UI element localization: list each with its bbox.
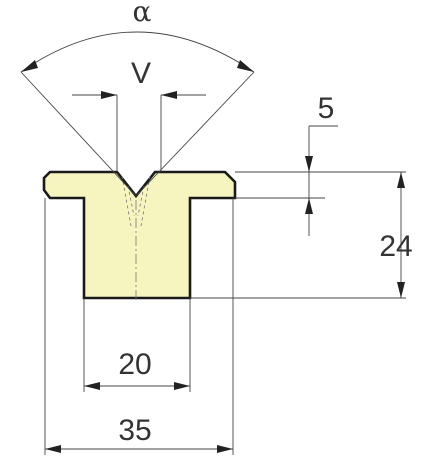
base-width-label: 20 xyxy=(118,348,151,381)
height-label: 24 xyxy=(379,230,412,263)
top-width-dimension xyxy=(44,198,234,455)
height-dimension xyxy=(190,172,406,299)
v-opening-dimension xyxy=(72,91,206,172)
depth-label: 5 xyxy=(318,92,335,125)
die-hidden-lines xyxy=(121,175,151,227)
angle-dimension xyxy=(20,31,255,197)
base-width-dimension xyxy=(83,298,191,392)
v-opening-label: V xyxy=(131,57,151,90)
depth-dimension xyxy=(235,125,406,236)
angle-label: α xyxy=(133,0,152,28)
die-body xyxy=(42,170,237,300)
top-width-label: 35 xyxy=(118,414,151,447)
